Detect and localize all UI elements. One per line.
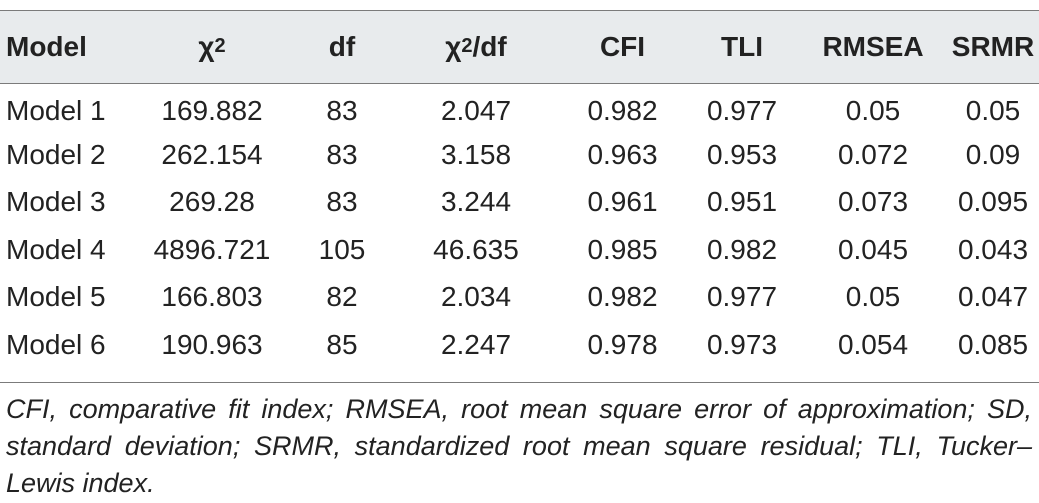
cell-srmr: 0.09	[965, 138, 1021, 170]
cell-df: 82	[326, 281, 358, 313]
cell-chi-square: 169.882	[161, 94, 263, 126]
cell-df: 85	[326, 328, 358, 360]
cell-model: Model 4	[6, 233, 106, 265]
cell-df: 105	[318, 233, 366, 265]
cell-chi-square: 166.803	[161, 281, 263, 313]
cell-tli: 0.951	[706, 186, 778, 218]
header-chi-square-df: χ2/df	[392, 10, 560, 84]
cell-chi-square-df: 3.244	[440, 186, 512, 218]
cell-chi-square: 190.963	[161, 328, 263, 360]
cell-cfi: 0.961	[587, 186, 658, 218]
cell-chi-square-df: 3.158	[440, 138, 512, 170]
cell-df: 83	[326, 94, 358, 126]
cell-cfi: 0.985	[587, 233, 658, 265]
cell-tli: 0.953	[706, 138, 778, 170]
cell-chi-square-df: 46.635	[433, 233, 519, 265]
cell-tli: 0.973	[706, 328, 778, 360]
table-bottom-rule	[0, 382, 1039, 383]
cell-model: Model 2	[6, 138, 106, 170]
cell-model: Model 6	[6, 328, 106, 360]
cell-srmr: 0.085	[957, 328, 1029, 360]
table-row: Model 2 262.154 83 3.158 0.963 0.953 0.0…	[0, 131, 1039, 179]
header-chi-square: χ2	[132, 10, 292, 84]
table-row: Model 5 166.803 82 2.034 0.982 0.977 0.0…	[0, 274, 1039, 322]
cell-rmsea: 0.054	[837, 328, 909, 360]
cell-chi-square: 269.28	[169, 186, 255, 218]
cell-df: 83	[326, 186, 358, 218]
cell-cfi: 0.982	[587, 94, 658, 126]
cell-model: Model 3	[6, 186, 106, 218]
cell-chi-square-df: 2.034	[440, 281, 512, 313]
cell-df: 83	[326, 138, 358, 170]
cell-model: Model 5	[6, 281, 106, 313]
cell-srmr: 0.047	[957, 281, 1029, 313]
model-fit-table: Model χ2 df χ2/df CFI TLI RMSEA SRMR Mod…	[0, 10, 1039, 369]
cell-tli: 0.977	[706, 94, 778, 126]
cell-cfi: 0.963	[587, 138, 658, 170]
header-df: df	[292, 10, 392, 84]
cell-srmr: 0.095	[957, 186, 1029, 218]
cell-rmsea: 0.072	[837, 138, 909, 170]
header-row: Model χ2 df χ2/df CFI TLI RMSEA SRMR	[0, 10, 1039, 84]
cell-cfi: 0.982	[587, 281, 658, 313]
header-model: Model	[0, 10, 132, 84]
cell-chi-square: 4896.721	[153, 233, 271, 265]
header-rmsea: RMSEA	[799, 10, 947, 84]
cell-model: Model 1	[6, 94, 106, 126]
cell-chi-square-df: 2.047	[440, 94, 512, 126]
table-footnote: CFI, comparative fit index; RMSEA, root …	[6, 394, 1032, 498]
header-tli: TLI	[685, 10, 799, 84]
cell-tli: 0.982	[706, 233, 778, 265]
cell-tli: 0.977	[706, 281, 778, 313]
table-row: Model 1 169.882 83 2.047 0.982 0.977 0.0…	[0, 84, 1039, 132]
cell-srmr: 0.05	[965, 94, 1021, 126]
cell-rmsea: 0.05	[845, 281, 901, 313]
header-srmr: SRMR	[947, 10, 1039, 84]
table-row: Model 3 269.28 83 3.244 0.961 0.951 0.07…	[0, 179, 1039, 227]
cell-rmsea: 0.05	[845, 94, 901, 126]
table-row: Model 4 4896.721 105 46.635 0.985 0.982 …	[0, 226, 1039, 274]
cell-srmr: 0.043	[957, 233, 1029, 265]
table-row: Model 6 190.963 85 2.247 0.978 0.973 0.0…	[0, 321, 1039, 369]
cell-cfi: 0.978	[587, 328, 658, 360]
cell-chi-square: 262.154	[161, 138, 263, 170]
header-cfi: CFI	[560, 10, 685, 84]
cell-rmsea: 0.045	[837, 233, 909, 265]
cell-chi-square-df: 2.247	[440, 328, 512, 360]
cell-rmsea: 0.073	[837, 186, 909, 218]
